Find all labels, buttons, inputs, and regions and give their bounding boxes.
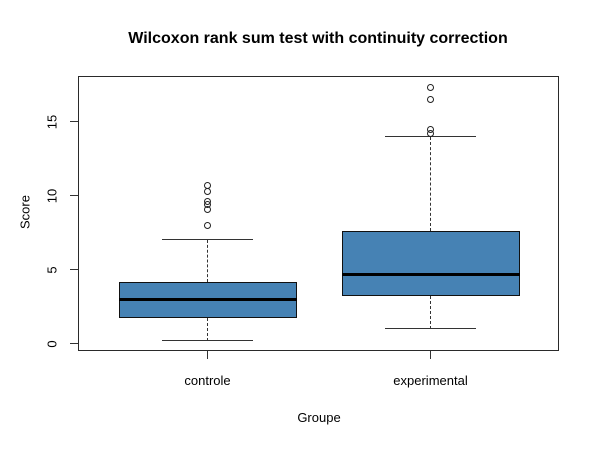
y-tick-label: 5 <box>44 266 60 274</box>
plot-border <box>78 76 559 351</box>
median-line <box>341 272 520 276</box>
outlier-point <box>204 221 211 229</box>
upper-whisker-line <box>206 240 208 282</box>
lower-whisker-line <box>429 295 431 329</box>
x-category-label: experimental <box>393 373 468 388</box>
y-axis-tick <box>70 195 78 196</box>
x-axis-tick <box>429 351 431 359</box>
x-axis-tick <box>206 351 208 359</box>
lower-whisker-cap <box>162 339 253 341</box>
outlier-point <box>427 96 434 104</box>
chart-title: Wilcoxon rank sum test with continuity c… <box>128 30 508 47</box>
lower-whisker-cap <box>385 328 476 330</box>
y-tick-label: 0 <box>44 339 60 348</box>
box-iqr <box>341 231 520 296</box>
upper-whisker-line <box>429 136 431 232</box>
y-tick-label: 10 <box>44 188 60 203</box>
x-axis-label: Groupe <box>297 410 341 425</box>
lower-whisker-line <box>206 318 208 341</box>
y-axis-tick <box>70 342 78 344</box>
y-axis-tick <box>70 268 78 270</box>
x-category-label: controle <box>184 373 231 388</box>
outlier-point <box>204 187 211 195</box>
outlier-point <box>427 130 434 138</box>
outlier-point <box>204 205 211 213</box>
y-axis-tick <box>70 121 78 123</box>
y-axis-label: Score <box>17 195 33 229</box>
median-line <box>118 297 297 301</box>
outlier-point <box>427 84 434 92</box>
y-tick-label: 15 <box>44 114 60 130</box>
upper-whisker-cap <box>162 239 253 241</box>
